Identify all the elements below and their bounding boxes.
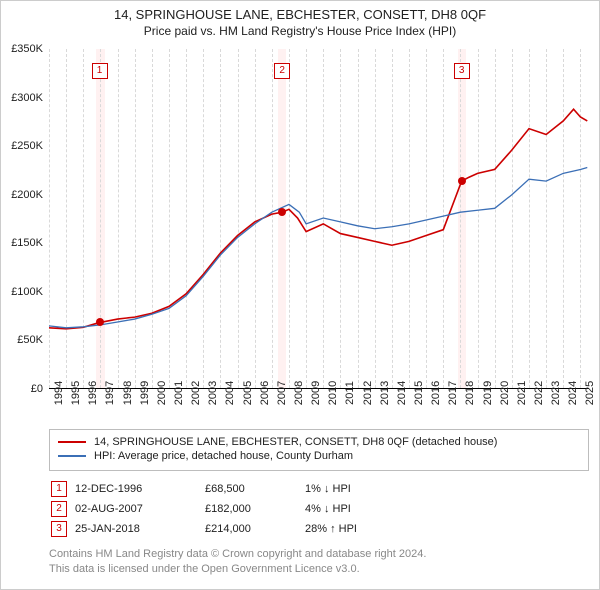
- x-tick-label: 2009: [310, 381, 322, 405]
- sale-marker-dot: [458, 177, 466, 185]
- y-tick-label: £100K: [0, 286, 43, 298]
- y-tick-label: £200K: [0, 189, 43, 201]
- x-tick-label: 2007: [276, 381, 288, 405]
- attribution-line: Contains HM Land Registry data © Crown c…: [49, 547, 589, 562]
- x-tick-label: 2023: [550, 381, 562, 405]
- y-tick-label: £250K: [0, 140, 43, 152]
- chart-subtitle: Price paid vs. HM Land Registry's House …: [1, 24, 599, 38]
- x-tick-label: 1998: [122, 381, 134, 405]
- attribution: Contains HM Land Registry data © Crown c…: [49, 547, 589, 577]
- x-tick-label: 2013: [379, 381, 391, 405]
- x-tick-label: 1996: [87, 381, 99, 405]
- y-tick-label: £150K: [0, 237, 43, 249]
- sale-row-date: 25-JAN-2018: [75, 523, 205, 535]
- x-tick-label: 2020: [499, 381, 511, 405]
- x-tick-label: 2005: [242, 381, 254, 405]
- below-chart: 14, SPRINGHOUSE LANE, EBCHESTER, CONSETT…: [49, 429, 589, 577]
- sale-row-price: £182,000: [205, 503, 305, 515]
- attribution-line: This data is licensed under the Open Gov…: [49, 562, 589, 577]
- sale-row-date: 02-AUG-2007: [75, 503, 205, 515]
- x-tick-label: 1994: [53, 381, 65, 405]
- x-tick-label: 2010: [327, 381, 339, 405]
- x-tick-label: 1997: [104, 381, 116, 405]
- y-tick-label: £300K: [0, 92, 43, 104]
- legend-swatch: [58, 455, 86, 457]
- legend-box: 14, SPRINGHOUSE LANE, EBCHESTER, CONSETT…: [49, 429, 589, 471]
- sale-row-price: £68,500: [205, 483, 305, 495]
- x-tick-label: 2019: [482, 381, 494, 405]
- legend-row: 14, SPRINGHOUSE LANE, EBCHESTER, CONSETT…: [58, 436, 580, 448]
- x-tick-label: 2022: [533, 381, 545, 405]
- sale-row-delta: 4% ↓ HPI: [305, 503, 425, 515]
- x-tick-label: 2024: [567, 381, 579, 405]
- y-tick-label: £0: [0, 383, 43, 395]
- x-tick-label: 2004: [224, 381, 236, 405]
- series-hpi: [49, 168, 587, 328]
- sale-marker-dot: [96, 318, 104, 326]
- x-tick-label: 2003: [207, 381, 219, 405]
- x-tick-label: 2021: [516, 381, 528, 405]
- x-tick-label: 2012: [362, 381, 374, 405]
- legend-row: HPI: Average price, detached house, Coun…: [58, 450, 580, 462]
- sale-row-marker: 3: [51, 521, 67, 537]
- sale-row-delta: 1% ↓ HPI: [305, 483, 425, 495]
- sale-marker-box: 3: [454, 63, 470, 79]
- x-tick-label: 2025: [584, 381, 596, 405]
- x-tick-label: 1995: [70, 381, 82, 405]
- series-property: [49, 109, 587, 329]
- y-tick-label: £350K: [0, 43, 43, 55]
- x-tick-label: 2014: [396, 381, 408, 405]
- legend-label: HPI: Average price, detached house, Coun…: [94, 450, 353, 462]
- x-tick-label: 2002: [190, 381, 202, 405]
- sales-table: 1 12-DEC-1996£68,5001% ↓ HPI 2 02-AUG-2007£…: [51, 481, 589, 537]
- chart-title: 14, SPRINGHOUSE LANE, EBCHESTER, CONSETT…: [1, 7, 599, 22]
- x-tick-label: 2008: [293, 381, 305, 405]
- sale-marker-box: 2: [274, 63, 290, 79]
- sale-row-marker: 1: [51, 481, 67, 497]
- sale-marker-box: 1: [92, 63, 108, 79]
- x-tick-label: 1999: [139, 381, 151, 405]
- sale-row-price: £214,000: [205, 523, 305, 535]
- legend-label: 14, SPRINGHOUSE LANE, EBCHESTER, CONSETT…: [94, 436, 497, 448]
- y-tick-label: £50K: [0, 334, 43, 346]
- x-tick-label: 2006: [259, 381, 271, 405]
- plot-area: 1 2 3: [49, 49, 589, 389]
- sale-row-marker: 2: [51, 501, 67, 517]
- x-tick-label: 2015: [413, 381, 425, 405]
- legend-swatch: [58, 441, 86, 443]
- x-tick-label: 2000: [156, 381, 168, 405]
- chart-container: 14, SPRINGHOUSE LANE, EBCHESTER, CONSETT…: [0, 0, 600, 590]
- x-tick-label: 2018: [464, 381, 476, 405]
- x-tick-label: 2017: [447, 381, 459, 405]
- x-tick-label: 2001: [173, 381, 185, 405]
- sale-marker-dot: [278, 208, 286, 216]
- x-tick-label: 2016: [430, 381, 442, 405]
- sale-row-delta: 28% ↑ HPI: [305, 523, 425, 535]
- x-tick-label: 2011: [344, 381, 356, 405]
- line-series-svg: [49, 49, 589, 389]
- sale-row-date: 12-DEC-1996: [75, 483, 205, 495]
